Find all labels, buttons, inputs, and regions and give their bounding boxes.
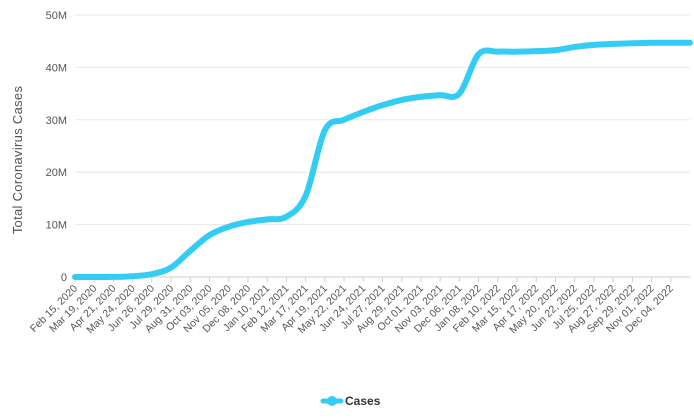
- y-tick-label: 20M: [46, 167, 67, 179]
- legend[interactable]: Cases: [320, 394, 381, 408]
- legend-dot: [327, 396, 337, 406]
- legend-label-cases: Cases: [345, 394, 381, 408]
- series-layer: [72, 39, 693, 281]
- y-tick-label: 0: [61, 272, 67, 284]
- y-tick-label: 30M: [46, 115, 67, 127]
- gridlines: [75, 14, 690, 278]
- y-tick-label: 10M: [46, 220, 67, 232]
- legend-marker-cases: [320, 396, 344, 406]
- y-axis-label: Total Coronavirus Cases: [10, 86, 25, 235]
- y-axis-ticks: 0 10M 20M 30M 40M 50M: [46, 10, 67, 284]
- y-tick-label: 50M: [46, 10, 67, 22]
- series-line-cases[interactable]: [72, 39, 693, 281]
- y-tick-label: 40M: [46, 62, 67, 74]
